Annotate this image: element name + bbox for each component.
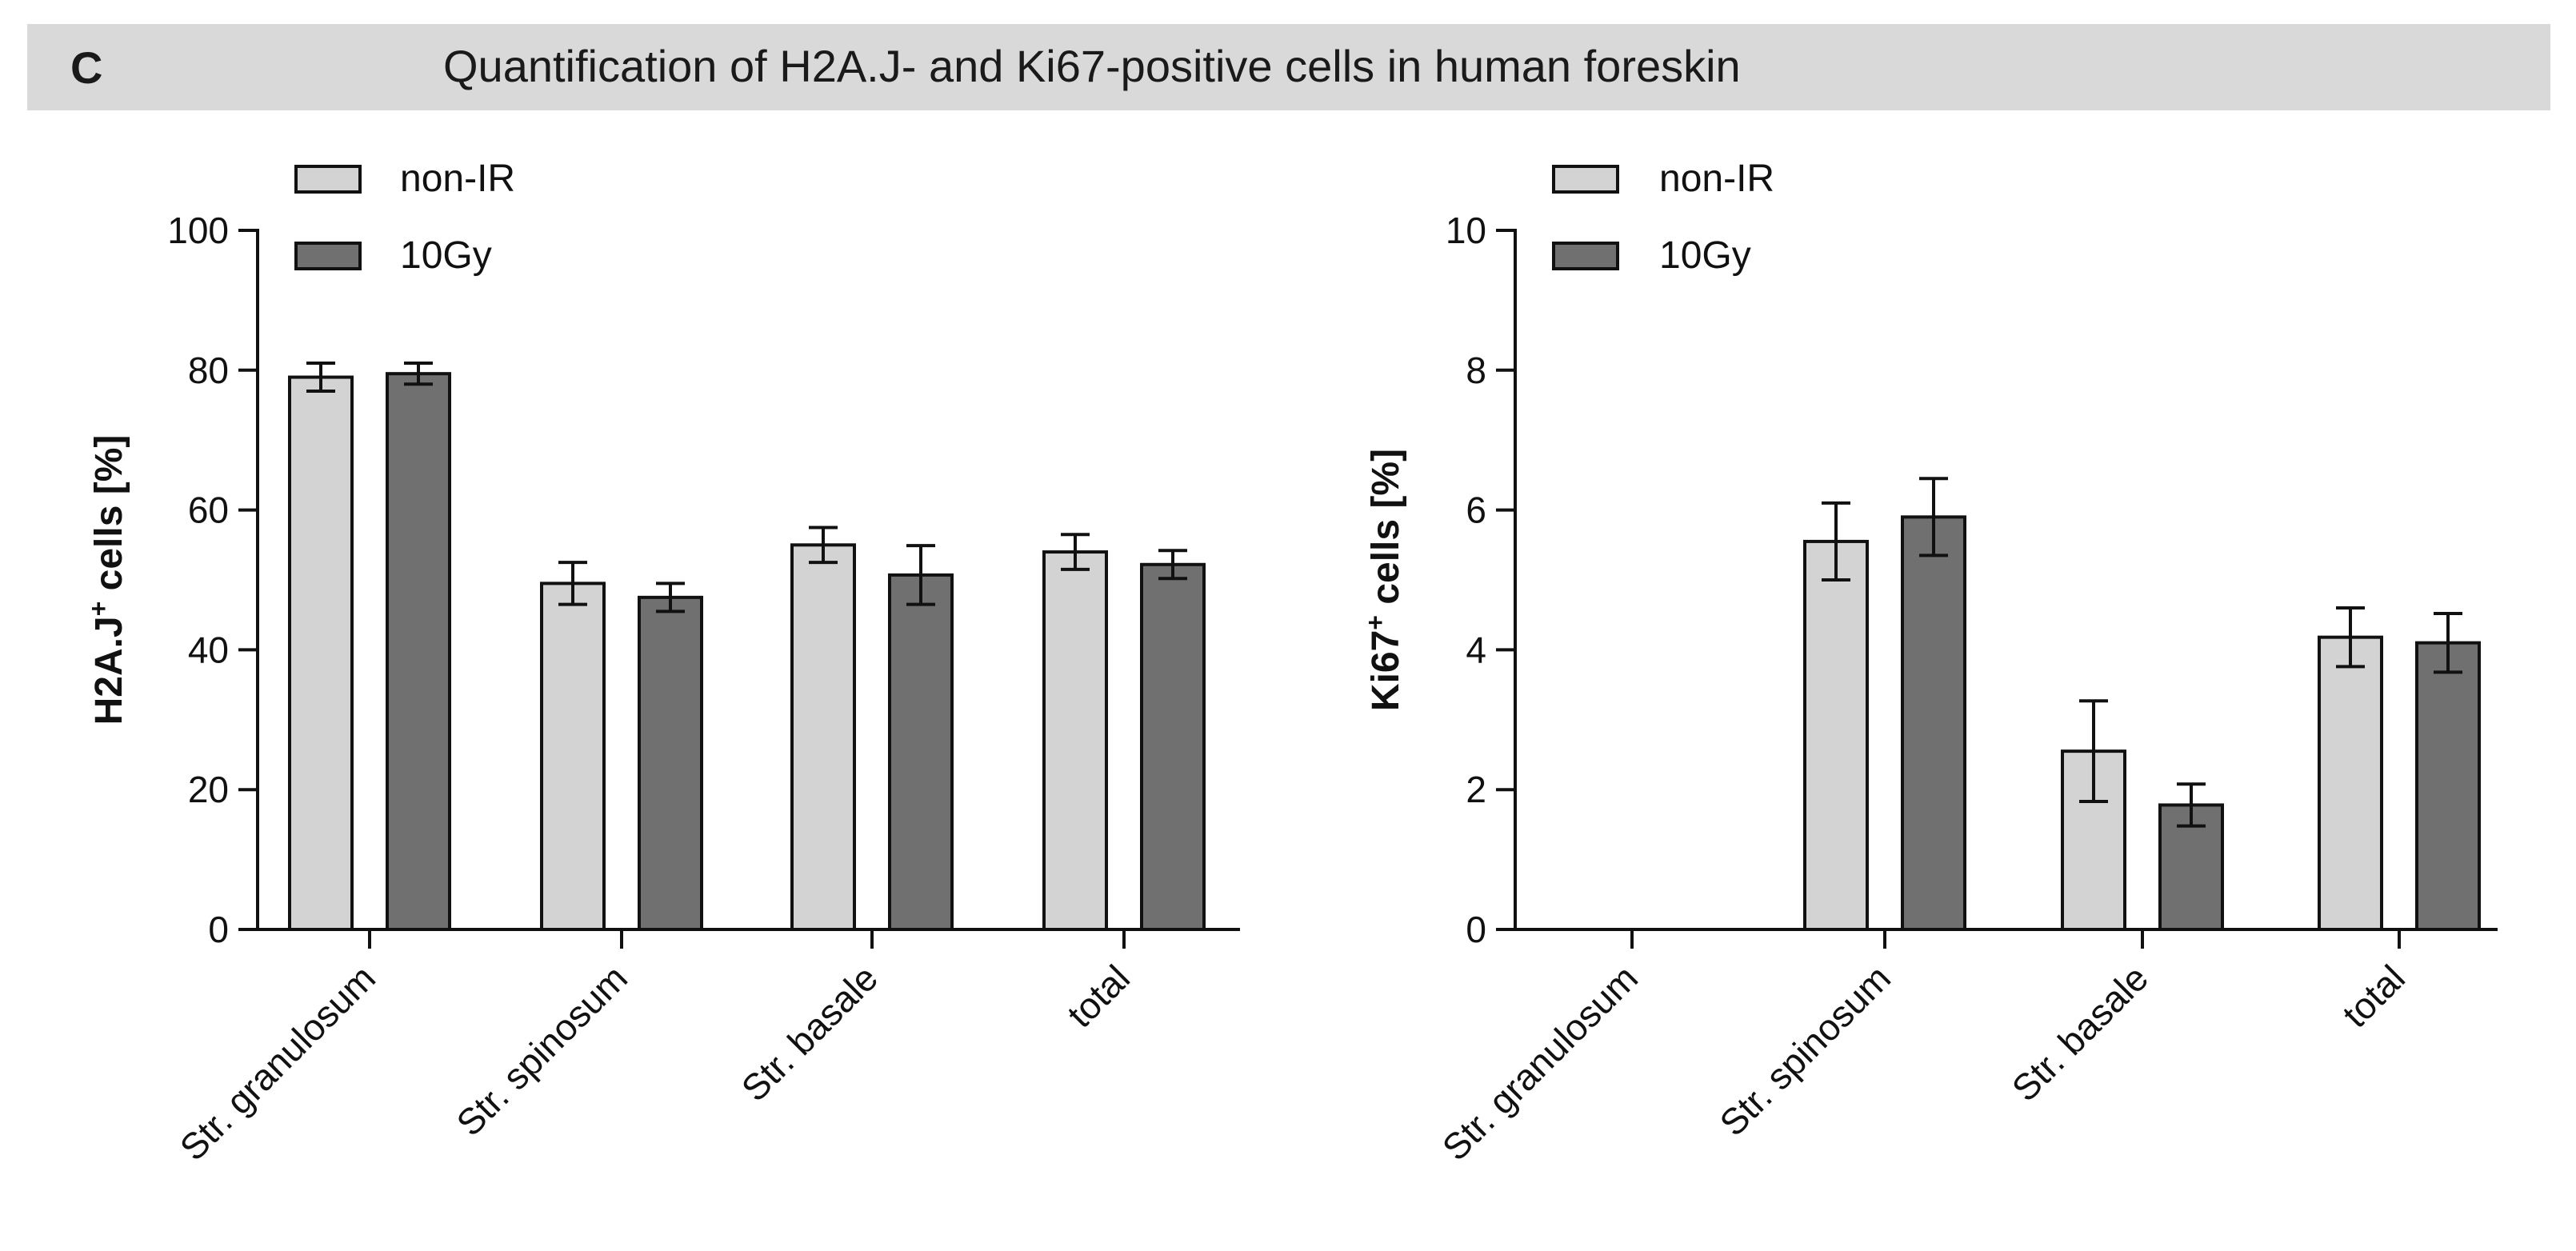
- bar-10Gy: [1901, 515, 1966, 931]
- legend-label: 10Gy: [400, 234, 492, 277]
- y-axis-title-sup: +: [1361, 615, 1390, 630]
- figure-title: Quantification of H2A.J- and Ki67-positi…: [443, 41, 1741, 91]
- x-tick-label: Str. granulosum: [1434, 957, 1646, 1169]
- y-tick-label: 2: [1466, 769, 1486, 810]
- chart-panel-2: 0 2 4 6 8 10 Str. granulosum Str. spinosum Str. …: [1361, 158, 2498, 1169]
- legend-swatch-non-IR: [294, 165, 362, 194]
- y-tick-label: 60: [188, 490, 229, 531]
- bar-non-IR: [790, 543, 856, 931]
- x-tick-label: Str. basale: [734, 957, 886, 1109]
- x-tick-label: Str. spinosum: [448, 957, 635, 1144]
- x-tick-label: Str. spinosum: [1711, 957, 1898, 1144]
- bar-non-IR: [1803, 539, 1869, 931]
- x-tick-label: total: [1059, 957, 1138, 1035]
- y-axis-title: Ki67+ cells [%]: [1361, 449, 1407, 711]
- panel-label: C: [70, 42, 103, 93]
- bar-10Gy: [888, 573, 954, 932]
- bar-10Gy: [638, 595, 703, 931]
- bar-10Gy: [1140, 562, 1206, 931]
- y-tick-label: 0: [208, 909, 229, 950]
- legend-swatch-non-IR: [1552, 165, 1619, 194]
- y-tick-label: 40: [188, 629, 229, 670]
- chart-panel-1: 0 20 40 60 80 100 Str. granulosum Str. spinosum…: [84, 158, 1240, 1169]
- bar-non-IR: [288, 375, 354, 932]
- bar-10Gy: [2415, 641, 2481, 931]
- legend-label: non-IR: [400, 158, 515, 200]
- y-axis-title-main: H2A.J: [88, 616, 130, 725]
- x-tick-label: total: [2334, 957, 2413, 1035]
- title-banner: C Quantification of H2A.J- and Ki67-posi…: [27, 24, 2550, 110]
- legend-swatch-10Gy: [294, 242, 362, 270]
- y-tick-label: 4: [1466, 629, 1486, 670]
- y-tick-label: 100: [167, 210, 229, 251]
- y-axis-title-tail: cells [%]: [1365, 449, 1407, 615]
- y-tick-label: 8: [1466, 350, 1486, 391]
- bar-10Gy: [386, 372, 451, 932]
- y-axis-title: H2A.J+ cells [%]: [84, 435, 130, 725]
- bar-non-IR: [2318, 635, 2383, 932]
- y-tick-label: 20: [188, 769, 229, 810]
- legend-label: 10Gy: [1659, 234, 1751, 277]
- y-tick-label: 80: [188, 350, 229, 391]
- bar-non-IR: [1042, 550, 1108, 931]
- y-axis-title-main: Ki67: [1365, 630, 1407, 711]
- y-tick-label: 0: [1466, 909, 1486, 950]
- y-tick-label: 6: [1466, 490, 1486, 531]
- x-tick-label: Str. basale: [2004, 957, 2156, 1109]
- y-tick-label: 10: [1446, 210, 1486, 251]
- legend-label: non-IR: [1659, 158, 1774, 200]
- legend-swatch-10Gy: [1552, 242, 1619, 270]
- bar-non-IR: [540, 582, 606, 931]
- y-axis-title-sup: +: [84, 602, 113, 617]
- x-tick-label: Str. granulosum: [171, 957, 383, 1169]
- y-axis-title-tail: cells [%]: [88, 435, 130, 602]
